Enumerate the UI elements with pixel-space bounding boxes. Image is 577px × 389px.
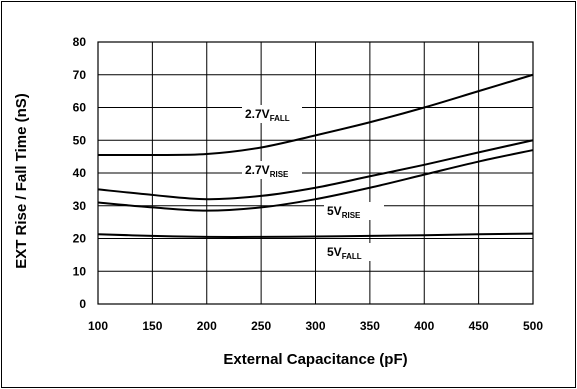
series-label-main: 5V [327,245,342,259]
series-label: 5VFALL [327,245,362,261]
x-tick-label: 400 [414,319,434,333]
series-label-bg [324,243,384,261]
series-label-bg [324,202,384,220]
series-label: 2.7VFALL [245,107,290,123]
y-tick-label: 40 [73,166,87,180]
series-label-main: 2.7V [245,163,270,177]
x-tick-label: 450 [469,319,489,333]
x-axis-title: External Capacitance (pF) [223,351,407,368]
series-label-bg [242,161,302,179]
series-label-main: 2.7V [245,107,270,121]
series-label-main: 5V [327,204,342,218]
y-axis-title: EXT Rise / Fall Time (nS) [13,93,30,269]
series-line-1 [97,139,534,201]
y-tick-label: 10 [73,264,87,278]
y-tick-label: 0 [79,297,86,311]
y-tick-label: 20 [73,232,87,246]
x-tick-label: 500 [523,319,543,333]
series-line-0 [97,73,534,157]
x-tick-label: 150 [142,319,162,333]
y-tick-label: 70 [73,68,87,82]
series-label-bg [242,105,302,123]
x-tick-label: 350 [360,319,380,333]
y-tick-label: 30 [73,199,87,213]
x-tick-label: 250 [251,319,271,333]
series-line-2 [97,149,534,212]
x-tick-label: 200 [197,319,217,333]
y-tick-label: 50 [73,133,87,147]
series-label-sub: RISE [342,211,361,220]
series-label: 5VRISE [327,204,361,220]
series-label-sub: RISE [270,170,289,179]
plot-border [97,41,534,305]
y-tick-label: 60 [73,101,87,115]
series-line-3 [97,232,534,238]
series-lines [97,73,534,238]
tick-labels: 100 150 200 250 300 350 400 450 500 0 10 20 30 40 50 60… [73,35,544,333]
grid [97,41,534,305]
y-tick-label: 80 [73,35,87,49]
series-label: 2.7VRISE [245,163,289,179]
x-tick-label: 100 [88,319,108,333]
x-tick-label: 300 [305,319,325,333]
series-label-sub: FALL [342,252,362,261]
series-label-sub: FALL [270,114,290,123]
